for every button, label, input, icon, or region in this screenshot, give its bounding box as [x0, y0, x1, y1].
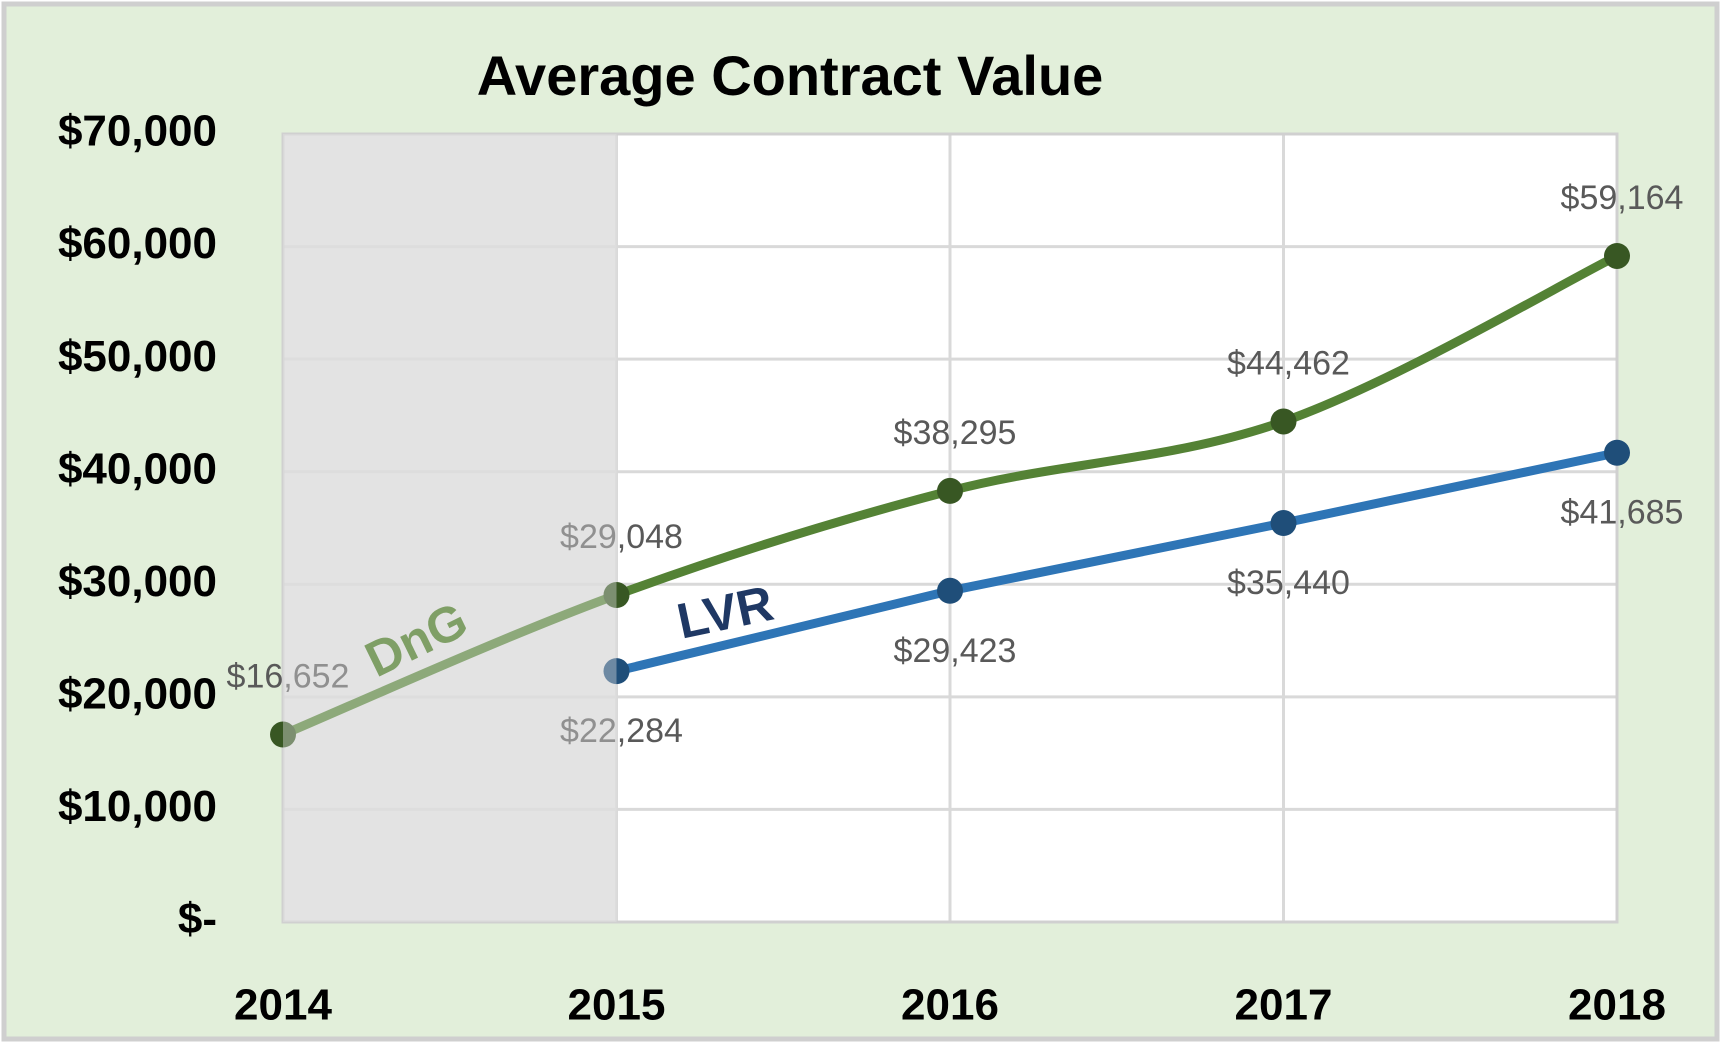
x-tick-label: 2016 — [901, 981, 999, 1030]
y-tick-label: $10,000 — [58, 782, 217, 831]
data-label: $38,295 — [894, 414, 1017, 452]
data-label: $29,423 — [894, 632, 1017, 670]
marker — [603, 658, 630, 685]
shaded-region — [283, 134, 617, 922]
data-label: $59,164 — [1561, 179, 1684, 217]
data-label: $22,284 — [560, 712, 683, 750]
marker — [1270, 408, 1297, 435]
data-label: $16,652 — [227, 658, 350, 696]
marker — [603, 582, 630, 609]
marker — [1604, 439, 1630, 466]
data-label: $41,685 — [1561, 494, 1684, 532]
marker — [270, 721, 296, 748]
y-tick-label: $- — [178, 895, 217, 944]
marker — [937, 577, 963, 604]
plot-border — [281, 132, 1619, 924]
marker — [1270, 510, 1297, 537]
marker — [937, 477, 963, 504]
x-tick-label: 2017 — [1235, 981, 1333, 1030]
data-label: $29,048 — [560, 518, 683, 556]
y-tick-label: $50,000 — [58, 332, 217, 381]
x-tick-label: 2014 — [234, 981, 332, 1030]
data-label: $44,462 — [1227, 344, 1350, 382]
shaded-overlay — [283, 134, 617, 922]
y-tick-label: $70,000 — [58, 107, 217, 156]
marker — [1604, 242, 1630, 269]
x-tick-label: 2015 — [568, 981, 666, 1030]
series-line — [615, 448, 1618, 676]
x-tick-label: 2018 — [1568, 981, 1666, 1030]
chart-title: Average Contract Value — [477, 44, 1104, 107]
data-label: $35,440 — [1227, 564, 1350, 602]
y-tick-label: $30,000 — [58, 557, 217, 606]
y-tick-label: $40,000 — [58, 444, 217, 493]
y-tick-label: $20,000 — [58, 669, 217, 718]
y-tick-label: $60,000 — [58, 219, 217, 268]
